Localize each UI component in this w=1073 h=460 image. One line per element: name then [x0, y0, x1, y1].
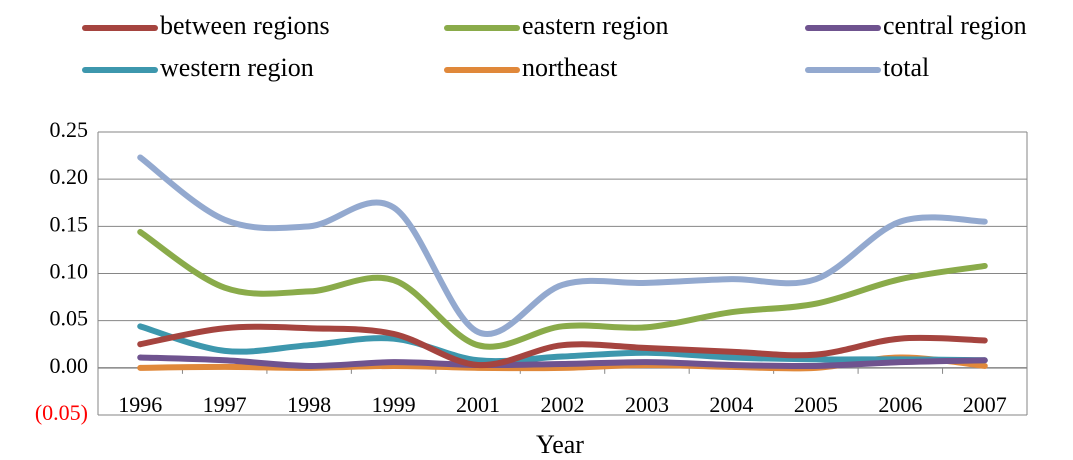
x-tick-label: 1998	[287, 392, 331, 417]
x-tick-label: 2003	[625, 392, 669, 417]
x-tick-label: 2001	[456, 392, 500, 417]
series-line	[137, 323, 988, 365]
series-line	[137, 154, 988, 337]
x-tick-label: 2005	[794, 392, 838, 417]
x-tick-label: 2004	[709, 392, 753, 417]
series-line	[137, 228, 988, 350]
y-tick-label: 0.15	[50, 211, 89, 236]
legend-label: total	[883, 53, 929, 82]
x-axis-title: Year	[536, 430, 584, 459]
y-tick-label: 0.10	[50, 259, 89, 284]
x-tick-label: 1996	[118, 392, 162, 417]
y-tick-label: (0.05)	[35, 400, 88, 425]
legend-label: between regions	[160, 11, 330, 40]
series-line	[137, 354, 988, 370]
y-tick-label: 0.05	[50, 306, 89, 331]
y-tick-label: 0.25	[50, 117, 89, 142]
legend-label: central region	[883, 11, 1027, 40]
x-tick-label: 2007	[963, 392, 1007, 417]
y-tick-label: 0.00	[50, 353, 89, 378]
y-tick-label: 0.20	[50, 164, 89, 189]
x-tick-label: 2006	[878, 392, 922, 417]
x-tick-label: 2002	[541, 392, 585, 417]
legend-label: eastern region	[522, 11, 669, 40]
legend-label: northeast	[522, 53, 618, 82]
x-tick-label: 1999	[372, 392, 416, 417]
x-tick-label: 1997	[203, 392, 247, 417]
legend-label: western region	[160, 53, 314, 82]
series-line	[137, 323, 988, 369]
